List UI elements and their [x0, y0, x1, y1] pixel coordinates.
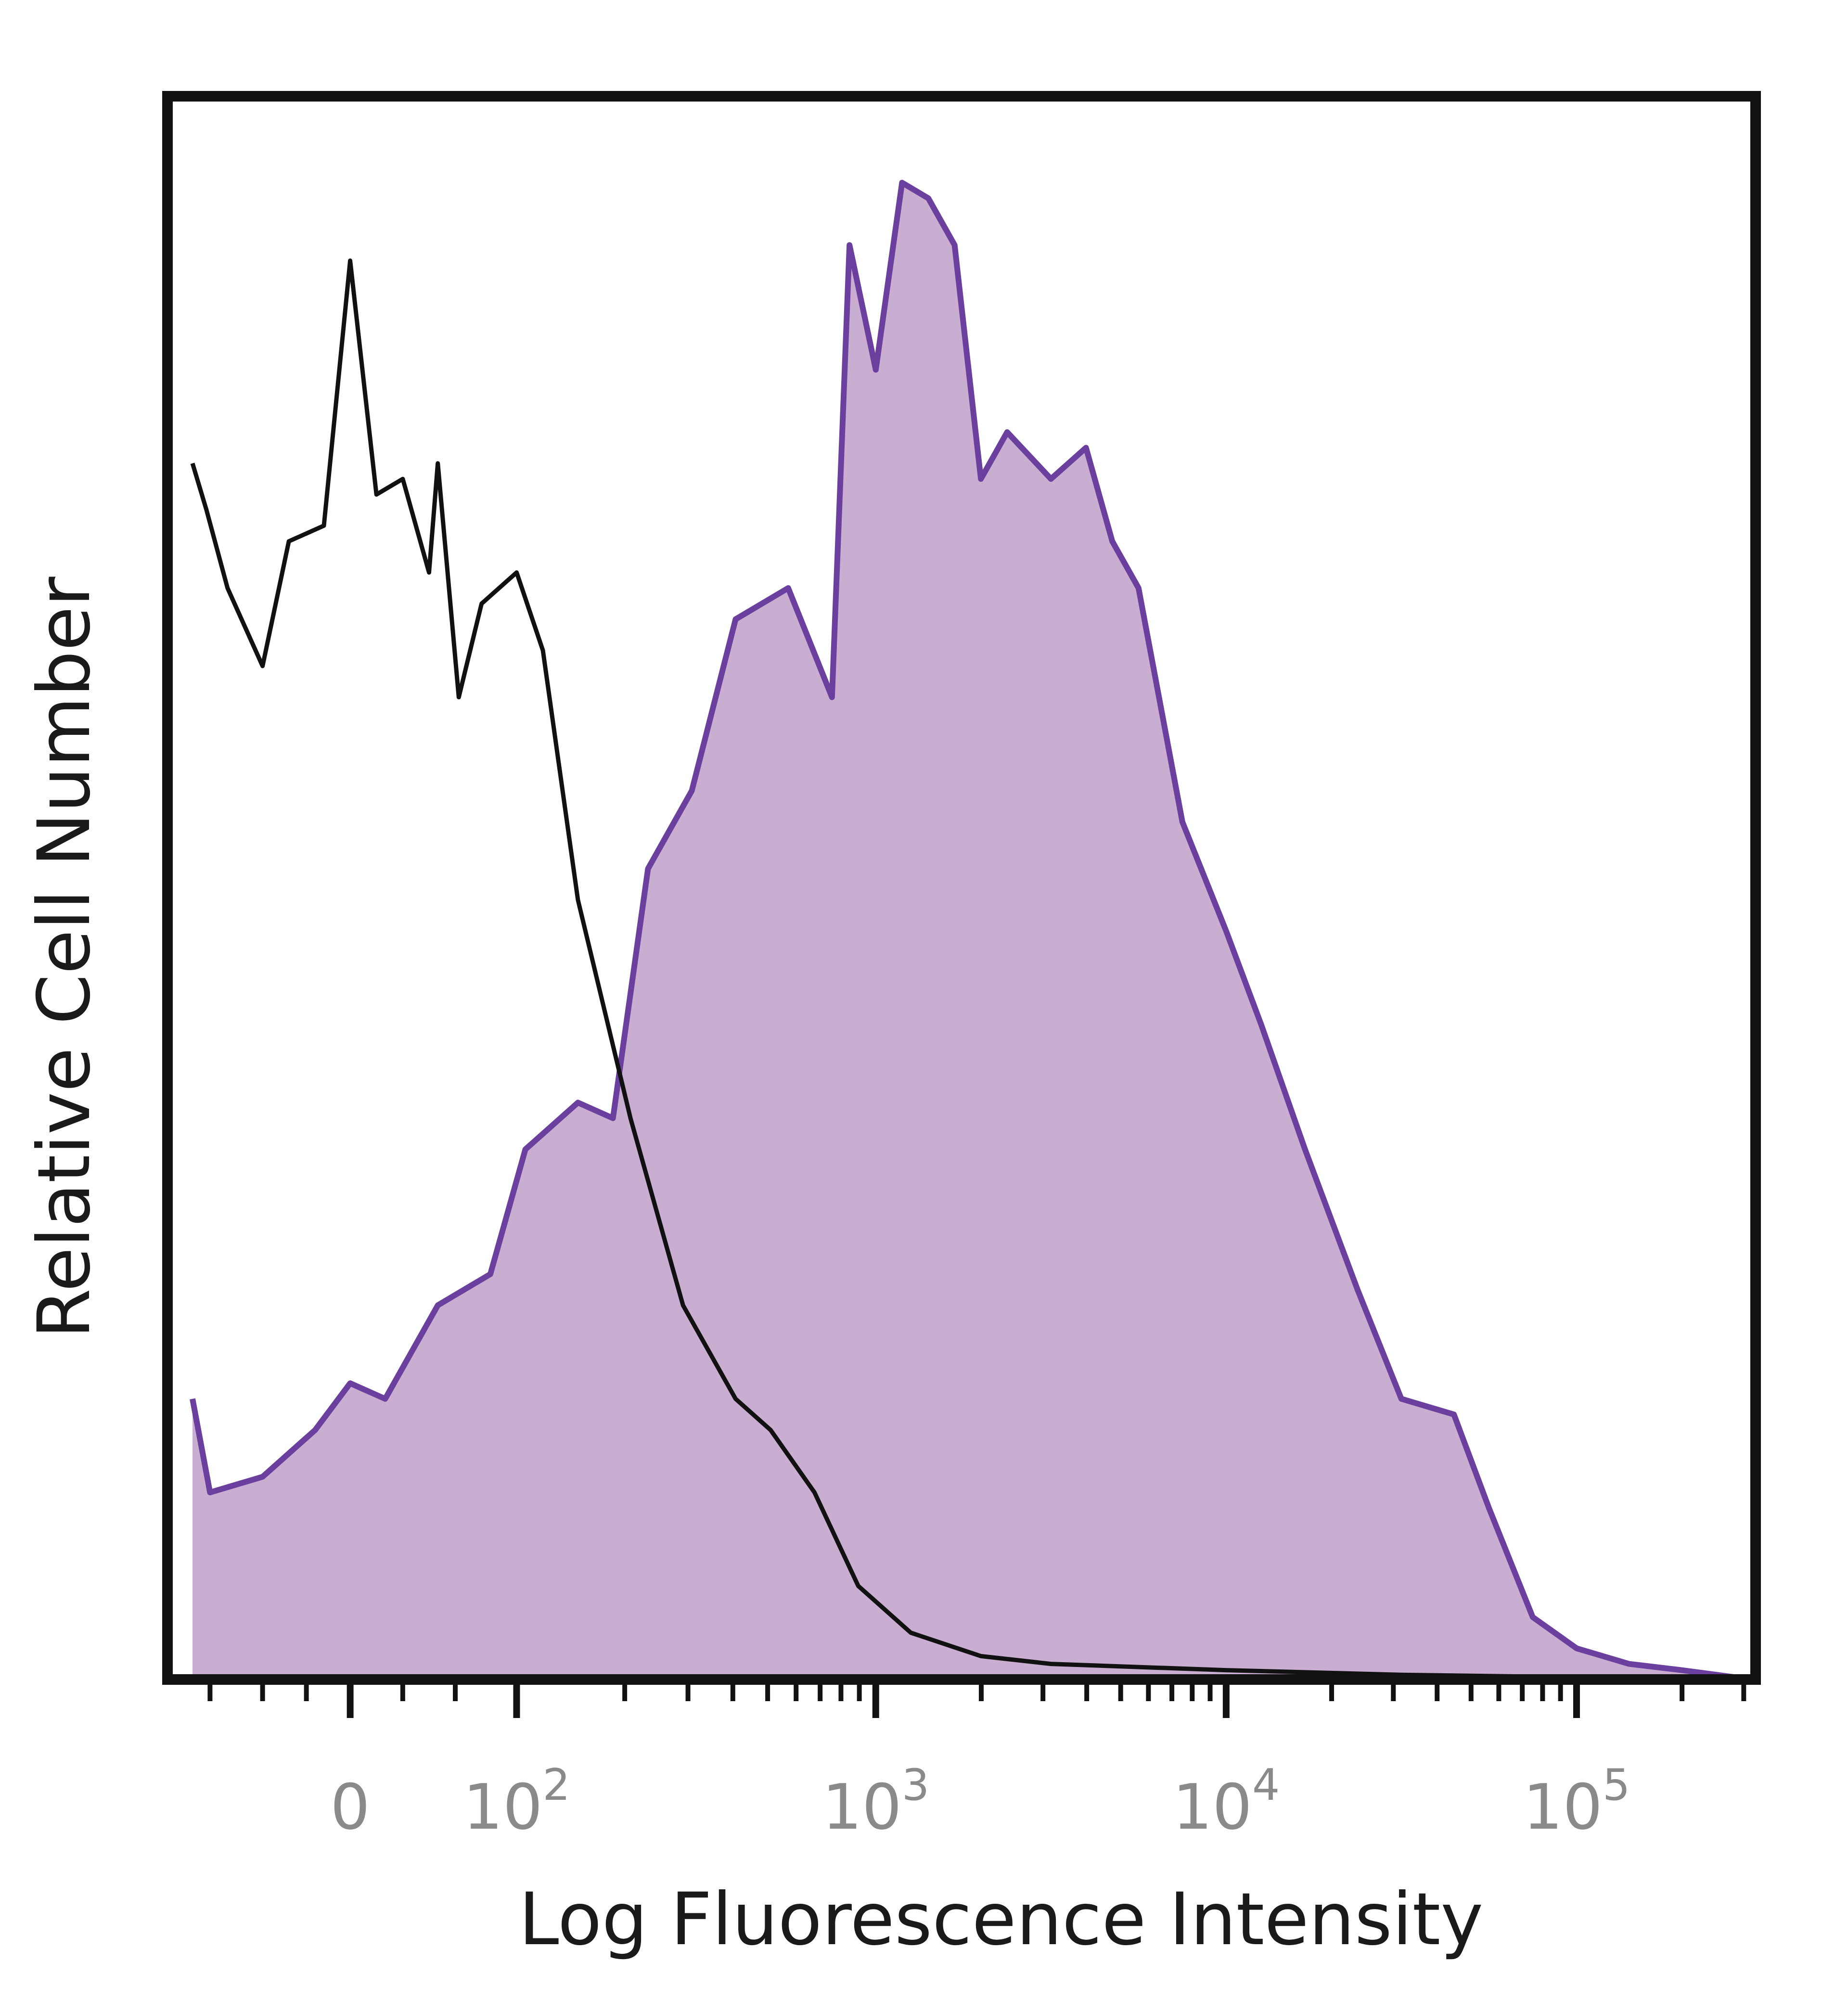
x-tick-exponent: 4 — [1252, 1760, 1280, 1810]
y-axis-title: Relative Cell Number — [23, 577, 106, 1339]
series-line-stained — [190, 179, 1752, 1682]
x-tick-label: 102 — [463, 1760, 570, 1844]
x-axis: 0 102 103 104 105 — [207, 1679, 1746, 1844]
series-layer — [190, 179, 1752, 1682]
x-axis-title: Log Fluorescence Intensity — [519, 1878, 1483, 1962]
plot-frame — [162, 91, 1761, 1685]
x-tick-exponent: 2 — [543, 1760, 570, 1810]
x-tick-label: 105 — [1523, 1760, 1630, 1844]
x-tick-exponent: 3 — [902, 1760, 929, 1810]
x-tick-label: 103 — [822, 1760, 929, 1844]
x-tick-exponent: 5 — [1603, 1760, 1630, 1810]
x-tick-label: 0 — [330, 1770, 370, 1844]
x-tick-label: 104 — [1173, 1760, 1280, 1844]
series-line-isotype-control — [190, 258, 1752, 1682]
